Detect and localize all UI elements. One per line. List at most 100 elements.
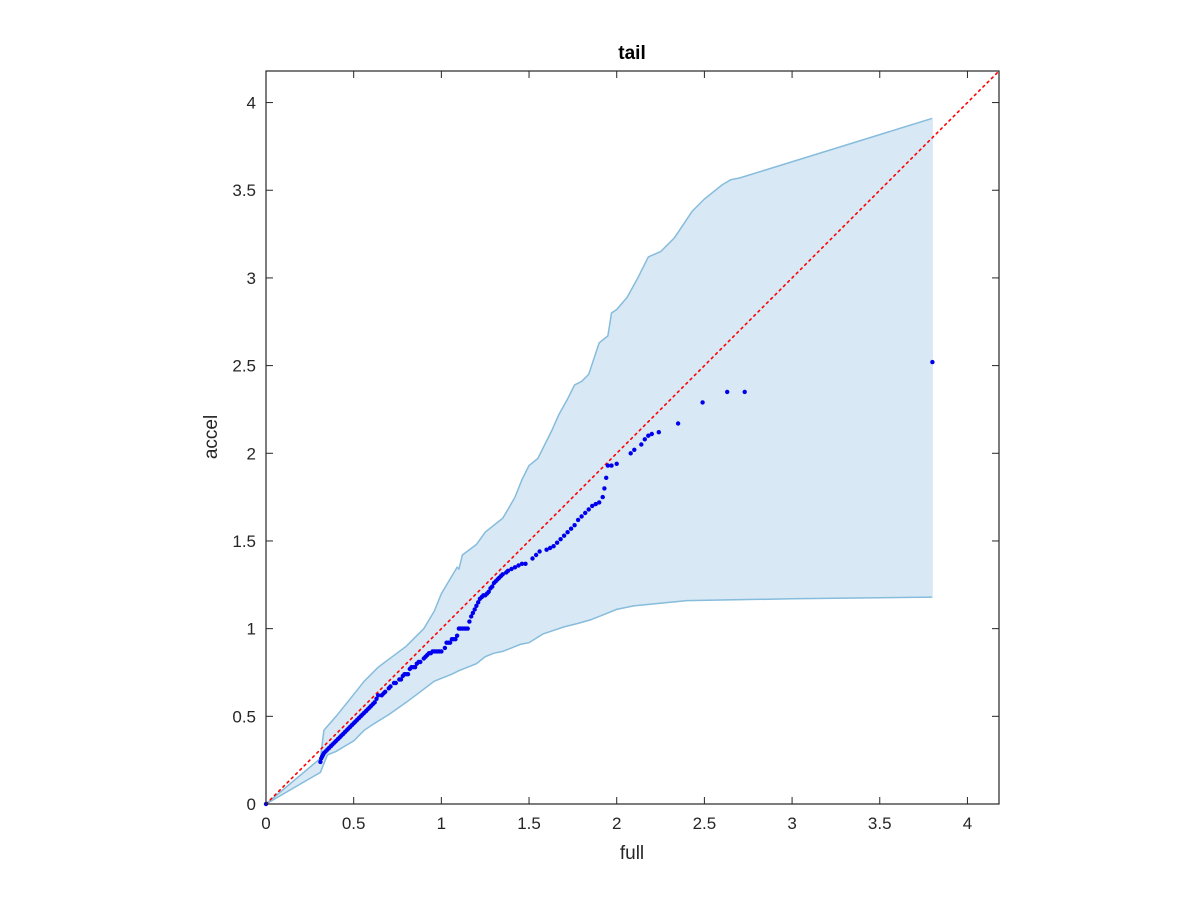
band-upper-edge bbox=[266, 117, 933, 804]
y-tick-label: 3 bbox=[247, 269, 256, 288]
axes-layer bbox=[265, 70, 1000, 805]
y-tick-label: 4 bbox=[247, 94, 256, 113]
axes-box bbox=[265, 70, 1000, 805]
data-point bbox=[583, 510, 588, 516]
data-point bbox=[376, 693, 381, 698]
data-point bbox=[486, 589, 491, 594]
data-point bbox=[383, 689, 388, 694]
data-point bbox=[614, 461, 619, 466]
data-points-layer bbox=[263, 359, 935, 807]
data-point bbox=[537, 549, 542, 554]
data-point bbox=[474, 603, 479, 608]
data-point bbox=[374, 696, 379, 701]
data-point bbox=[470, 610, 476, 616]
reference-line bbox=[266, 71, 999, 804]
data-point bbox=[565, 530, 570, 535]
data-point bbox=[467, 619, 472, 624]
data-point bbox=[632, 447, 637, 452]
data-point bbox=[675, 421, 681, 426]
x-tick-label: 2.5 bbox=[693, 814, 717, 833]
x-tick-label: 0 bbox=[261, 814, 270, 833]
data-point bbox=[412, 665, 418, 670]
data-point bbox=[512, 565, 518, 570]
data-point bbox=[568, 526, 574, 531]
data-point bbox=[490, 584, 495, 589]
x-tick-label: 1 bbox=[437, 814, 446, 833]
data-point bbox=[519, 561, 525, 566]
band-lower-edge bbox=[266, 596, 933, 804]
data-point bbox=[500, 572, 505, 577]
chart-title: tail bbox=[618, 43, 645, 64]
x-tick-label: 3.5 bbox=[868, 814, 892, 833]
x-tick-label: 4 bbox=[963, 814, 972, 833]
ticks-layer: 0 0.5 1 1.5 2 2.5 3 3.5 4 0 0.5 1 1.5 2 2.5 3 3.5 4 bbox=[232, 71, 999, 833]
data-point bbox=[544, 547, 549, 552]
y-tick-label: 1 bbox=[247, 620, 256, 639]
x-tick-label: 0.5 bbox=[342, 814, 366, 833]
data-point bbox=[554, 540, 560, 545]
data-point bbox=[628, 451, 633, 456]
data-point bbox=[609, 463, 614, 468]
y-tick-label: 3.5 bbox=[232, 181, 256, 200]
data-point bbox=[600, 494, 605, 500]
data-point bbox=[579, 514, 584, 519]
data-point bbox=[642, 437, 647, 442]
data-point bbox=[509, 566, 514, 572]
data-point bbox=[558, 537, 563, 542]
data-point bbox=[372, 700, 377, 705]
data-point bbox=[516, 563, 521, 568]
data-point bbox=[393, 680, 398, 686]
data-point bbox=[639, 442, 644, 447]
confidence-band bbox=[266, 118, 933, 804]
data-point bbox=[318, 759, 323, 765]
reference-line-layer bbox=[266, 71, 999, 804]
data-point bbox=[605, 463, 611, 468]
data-point bbox=[590, 503, 595, 509]
data-point bbox=[593, 501, 598, 507]
y-tick-label: 2 bbox=[247, 444, 256, 463]
data-point bbox=[604, 475, 609, 480]
data-point bbox=[742, 389, 747, 395]
y-tick-label: 1.5 bbox=[232, 532, 256, 551]
data-point bbox=[530, 556, 535, 561]
data-point bbox=[575, 517, 581, 523]
y-tick-label: 0 bbox=[247, 795, 256, 814]
x-tick-label: 1.5 bbox=[517, 814, 541, 833]
data-point bbox=[505, 568, 511, 573]
data-point bbox=[561, 533, 567, 538]
data-point bbox=[586, 507, 591, 512]
data-point bbox=[439, 649, 444, 654]
x-tick-label: 3 bbox=[787, 814, 796, 833]
data-point bbox=[533, 552, 539, 558]
data-point bbox=[465, 626, 470, 631]
y-tick-label: 2.5 bbox=[232, 357, 256, 376]
data-point bbox=[930, 359, 935, 365]
confidence-band-layer bbox=[266, 117, 933, 804]
data-point bbox=[469, 614, 474, 619]
data-point bbox=[725, 389, 730, 395]
data-point bbox=[388, 684, 393, 689]
data-point bbox=[551, 544, 556, 549]
data-point bbox=[602, 486, 607, 491]
x-axis-label: full bbox=[620, 843, 644, 864]
data-point bbox=[700, 400, 705, 405]
data-point bbox=[447, 640, 453, 645]
data-point bbox=[646, 433, 651, 438]
data-point bbox=[405, 672, 411, 677]
data-point bbox=[547, 545, 553, 551]
data-point bbox=[398, 677, 404, 682]
data-point bbox=[472, 607, 477, 612]
data-point bbox=[476, 600, 481, 605]
data-point bbox=[454, 633, 460, 638]
data-point bbox=[656, 430, 661, 435]
data-point bbox=[572, 523, 577, 528]
data-point bbox=[442, 645, 448, 651]
y-axis-label: accel bbox=[201, 415, 222, 459]
x-tick-label: 2 bbox=[612, 814, 621, 833]
data-point bbox=[523, 561, 528, 566]
data-point bbox=[649, 431, 654, 437]
data-point bbox=[453, 637, 458, 642]
data-point bbox=[418, 659, 423, 665]
